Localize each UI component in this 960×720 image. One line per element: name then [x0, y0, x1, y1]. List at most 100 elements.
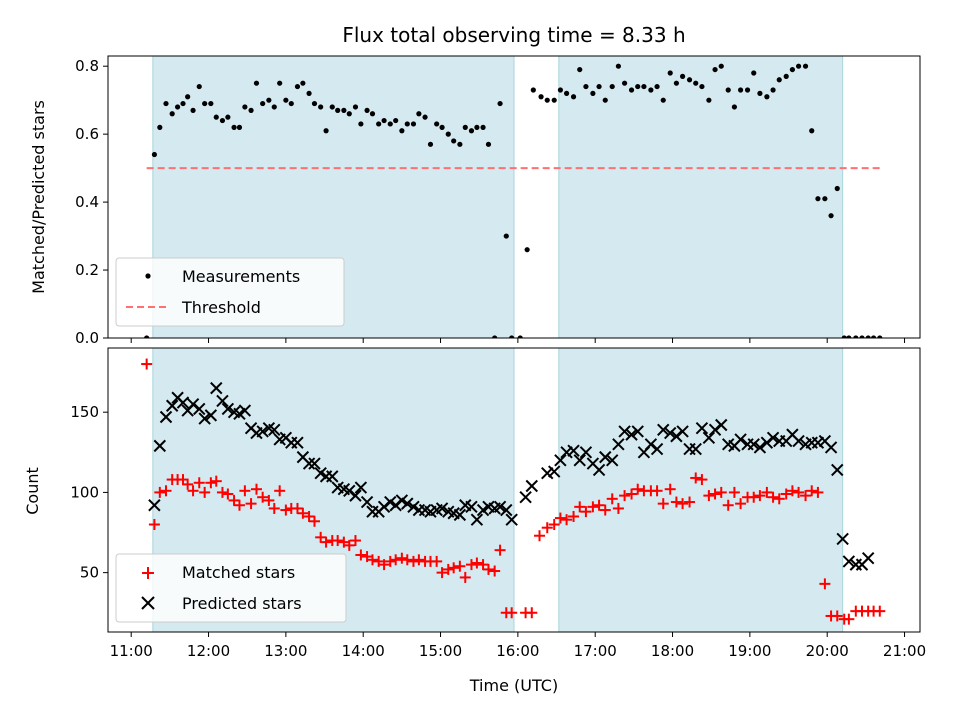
ratio-legend: Measurements Threshold: [115, 257, 345, 327]
predicted-star-point-b: [384, 495, 397, 509]
measurement-point: [369, 111, 376, 117]
matched-star-point: [160, 485, 172, 497]
predicted-star-point-b: [198, 412, 211, 425]
measurement-point: [393, 117, 399, 124]
measurement-point: [185, 94, 191, 100]
predicted-star-point-b: [354, 481, 368, 494]
predicted-star-point-b: [459, 499, 472, 512]
predicted-star-point: [493, 500, 507, 514]
measurement-point: [341, 107, 347, 113]
matched-star-point: [401, 554, 413, 566]
matched-star-point: [205, 477, 217, 489]
matched-star-point: [263, 494, 275, 506]
measurement-point: [859, 335, 865, 338]
predicted-star-point: [465, 500, 478, 514]
count-x-tick-label: 18:00: [651, 642, 694, 660]
predicted-star-point-b: [554, 454, 567, 467]
predicted-star-point-b: [715, 418, 728, 432]
matched-star-point: [332, 535, 344, 547]
matched-star-point: [670, 496, 682, 508]
measurement-point: [364, 107, 370, 113]
measurement-point: [737, 87, 744, 93]
measurement-point: [376, 121, 382, 127]
matched-star-point: [574, 501, 586, 513]
ratio-legend-label-threshold: Threshold: [181, 298, 261, 317]
measurement-point: [445, 131, 451, 137]
predicted-star-point: [165, 399, 179, 412]
measurement-point: [751, 70, 757, 76]
measurement-point: [151, 151, 157, 158]
matched-star-point: [657, 498, 669, 510]
count-observing-window-2: [558, 348, 843, 632]
predicted-star-point-b: [302, 457, 316, 470]
measurement-point: [468, 128, 475, 134]
measurement-point: [802, 63, 809, 69]
matched-star-point: [754, 490, 766, 502]
matched-star-point: [773, 493, 785, 505]
predicted-star-point-b: [186, 397, 200, 411]
matched-star-point: [632, 483, 644, 495]
predicted-star-point: [599, 450, 612, 464]
measurement-point: [679, 73, 686, 79]
measurement-point: [169, 111, 175, 117]
measurement-point: [706, 97, 712, 103]
measurement-point: [725, 87, 731, 93]
count-x-tick-label: 20:00: [806, 642, 849, 660]
measurement-point: [451, 138, 457, 144]
predicted-star-point-b: [818, 434, 832, 448]
measurement-point: [871, 335, 877, 338]
matched-star-point: [454, 560, 466, 572]
measurement-point: [144, 335, 150, 338]
count-legend-marker-predicted: [141, 596, 155, 610]
predicted-star-point-b: [702, 431, 716, 445]
matched-star-point: [320, 536, 332, 548]
predicted-star-point-b: [159, 410, 173, 424]
matched-star-point: [761, 486, 773, 498]
predicted-star-point: [326, 470, 339, 483]
predicted-star-point: [401, 497, 414, 510]
measurement-point: [667, 70, 673, 76]
predicted-star-point-b: [747, 438, 760, 451]
predicted-star-point-b: [262, 422, 276, 435]
measurement-point: [602, 97, 608, 103]
measurement-point: [497, 100, 503, 107]
matched-star-point: [355, 549, 367, 561]
matched-star-point: [297, 507, 309, 519]
matched-star-point: [477, 559, 489, 571]
count-y-tick-label: 50: [80, 564, 99, 582]
predicted-star-point-b: [548, 465, 561, 478]
measurement-point: [648, 87, 654, 93]
matched-star-point: [715, 486, 727, 498]
matched-star-point: [651, 485, 663, 497]
matched-star-point: [677, 498, 689, 510]
measurement-point: [877, 335, 883, 338]
matched-star-point: [606, 493, 618, 505]
measurement-point: [783, 73, 789, 79]
matched-star-point: [548, 518, 560, 530]
predicted-star-point-b: [664, 426, 677, 440]
matched-star-point: [664, 483, 676, 495]
matched-star-point: [141, 358, 153, 370]
predicted-star-point-b: [176, 396, 190, 409]
predicted-star-point-b: [337, 482, 351, 496]
count-x-tick-label: 11:00: [110, 642, 153, 660]
ratio-panel: 0.00.20.40.60.8 Matched/Predicted stars …: [29, 55, 921, 347]
measurement-point: [277, 80, 283, 86]
matched-star-point: [187, 485, 199, 497]
matched-star-point: [735, 498, 747, 510]
predicted-star-point-b: [606, 454, 619, 467]
matched-star-point: [291, 502, 303, 514]
matched-star-point: [786, 485, 798, 497]
predicted-star-point-b: [204, 409, 218, 422]
predicted-star-point: [753, 441, 767, 454]
count-x-tick-label: 19:00: [728, 642, 771, 660]
measurement-point: [346, 111, 352, 117]
predicted-star-point-b: [650, 442, 664, 456]
predicted-star-point-b: [592, 463, 606, 477]
predicted-star-point-b: [612, 438, 625, 451]
predicted-star-point-b: [148, 499, 161, 512]
measurement-point: [439, 124, 445, 130]
predicted-star-point: [676, 425, 689, 438]
predicted-star-point: [308, 457, 321, 470]
predicted-star-point: [695, 422, 709, 435]
